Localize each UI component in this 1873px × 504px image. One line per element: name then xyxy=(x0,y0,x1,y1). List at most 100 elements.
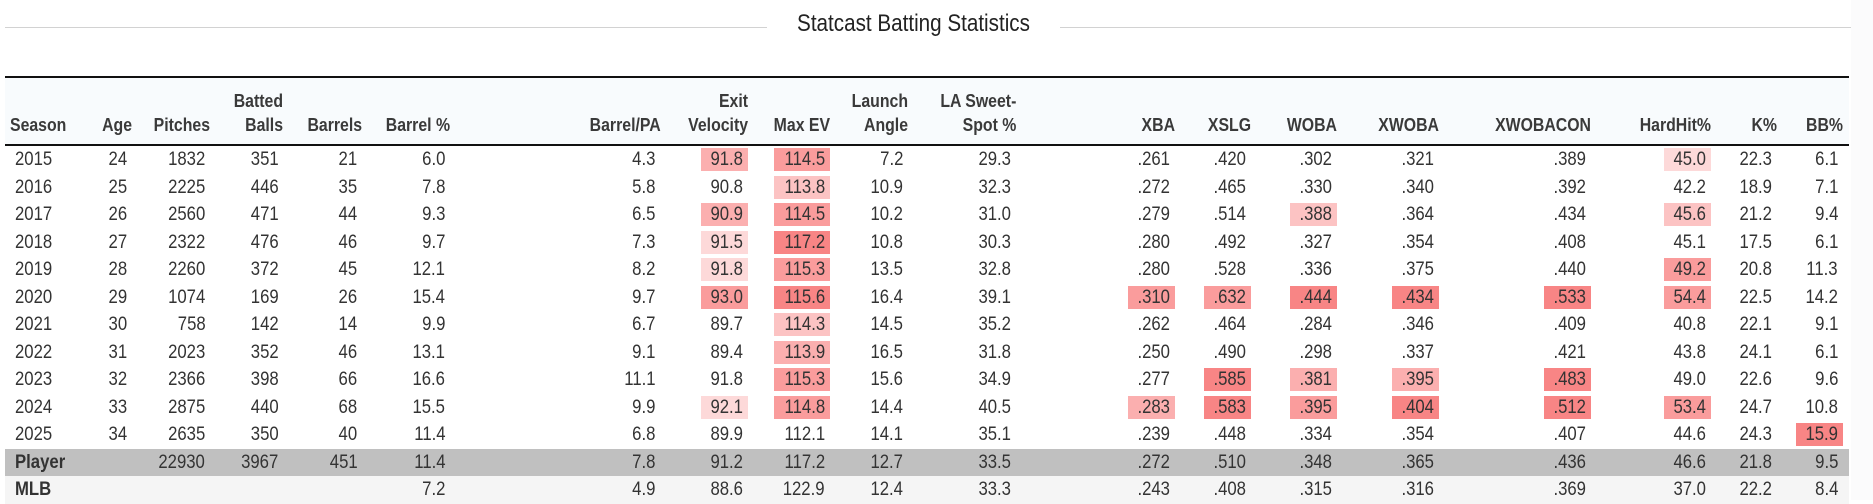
column-header-exit-velocity[interactable]: Exit Velocity xyxy=(667,77,754,145)
column-header-barrel-pa[interactable]: Barrel/PA xyxy=(456,77,666,145)
cell-woba: .284 xyxy=(1257,311,1343,339)
cell-la-sweet-spot: 32.8 xyxy=(914,256,1022,284)
column-header-la-sweet-spot[interactable]: LA Sweet- Spot % xyxy=(914,77,1022,145)
cell-text: 22.3 xyxy=(1739,149,1772,171)
cell-value: 15.5 xyxy=(403,396,450,419)
table-row: 2021 30 758 142 14 9.9 6.7 89.7 114.3 14.5 35.2 .26… xyxy=(5,311,1849,339)
column-header-batted-balls[interactable]: Batted Balls xyxy=(216,77,289,145)
cell-text: 2225 xyxy=(167,176,206,198)
cell-text: 26 xyxy=(108,204,128,226)
cell-value: 8.4 xyxy=(1807,478,1843,501)
cell-value: 22.2 xyxy=(1730,478,1777,501)
cell-value: 24.3 xyxy=(1730,423,1777,446)
cell-value: 2020 xyxy=(10,286,62,309)
column-header-xwobacon[interactable]: XWOBACON xyxy=(1445,77,1596,145)
column-header-hardhit[interactable]: HardHit% xyxy=(1597,77,1717,145)
cell-value: 91.5 xyxy=(700,230,748,254)
cell-xslg: .465 xyxy=(1181,174,1257,202)
header-line-1: LA Sweet- xyxy=(940,91,1017,111)
column-header-launch-angle[interactable]: Launch Angle xyxy=(836,77,914,145)
cell-la-sweet-spot: 29.3 xyxy=(914,145,1022,174)
cell-pitches: 22930 xyxy=(138,449,216,477)
column-header-pitches[interactable]: Pitches xyxy=(138,77,216,145)
cell-value: 12.7 xyxy=(861,451,908,474)
cell-text: 114.3 xyxy=(784,314,825,336)
column-header-label: Launch Angle xyxy=(852,89,908,137)
cell-value: 8.2 xyxy=(624,258,660,281)
cell-xwobacon: .392 xyxy=(1445,174,1596,202)
column-header-max-ev[interactable]: Max EV xyxy=(754,77,836,145)
column-header-barrel-pct[interactable]: Barrel % xyxy=(368,77,456,145)
column-header-label: Barrel % xyxy=(386,89,450,137)
cell-text: 35.1 xyxy=(978,424,1012,446)
cell-woba: .334 xyxy=(1257,421,1343,449)
cell-text: 2021 xyxy=(15,314,53,336)
cell-age: 25 xyxy=(83,174,138,202)
header-line-1 xyxy=(10,89,66,113)
cell-la-sweet-spot: 40.5 xyxy=(914,394,1022,422)
cell-woba: .395 xyxy=(1257,394,1343,422)
cell-xwobacon: .436 xyxy=(1445,449,1596,477)
cell-age: 30 xyxy=(83,311,138,339)
cell-value: 9.3 xyxy=(414,203,450,226)
cell-value: 7.8 xyxy=(624,451,660,474)
column-header-xwoba[interactable]: XWOBA xyxy=(1343,77,1445,145)
column-header-xba[interactable]: XBA xyxy=(1022,77,1181,145)
cell-text: 2560 xyxy=(167,204,206,226)
cell-season: 2022 xyxy=(5,339,83,367)
header-line-1 xyxy=(1806,89,1843,113)
cell-value: 3967 xyxy=(231,451,283,474)
cell-text: 9.4 xyxy=(1814,204,1838,226)
cell-text: 2023 xyxy=(15,369,53,391)
cell-text: .272 xyxy=(1137,176,1171,198)
cell-value: 113.9 xyxy=(773,340,830,364)
cell-text: 9.5 xyxy=(1814,451,1838,473)
cell-value: 15.6 xyxy=(861,368,908,391)
cell-xslg: .632 xyxy=(1181,284,1257,312)
cell-text: 89.7 xyxy=(710,314,743,336)
cell-k-pct: 22.1 xyxy=(1717,311,1783,339)
cell-batted-balls: 476 xyxy=(216,229,289,257)
cell-value: 31.8 xyxy=(969,341,1016,364)
cell-value: 20.8 xyxy=(1730,258,1777,281)
cell-value: .316 xyxy=(1392,478,1439,501)
cell-value: 2017 xyxy=(10,203,62,226)
cell-text: 6.1 xyxy=(1814,341,1838,363)
cell-launch-angle: 10.8 xyxy=(836,229,914,257)
cell-xba: .250 xyxy=(1022,339,1181,367)
column-header-barrels[interactable]: Barrels xyxy=(289,77,368,145)
cell-barrel-pa: 9.9 xyxy=(456,394,666,422)
cell-text: 22.5 xyxy=(1739,286,1772,308)
cell-value: 4.9 xyxy=(624,478,660,501)
cell-text: 117.2 xyxy=(784,231,825,253)
cell-barrel-pct: 16.6 xyxy=(368,366,456,394)
cell-xslg: .490 xyxy=(1181,339,1257,367)
cell-xwobacon: .409 xyxy=(1445,311,1596,339)
cell-text: .327 xyxy=(1299,231,1333,253)
column-header-xslg[interactable]: XSLG xyxy=(1181,77,1257,145)
column-header-label: Pitches xyxy=(154,89,210,137)
cell-barrels: 45 xyxy=(289,256,368,284)
cell-text: 114.5 xyxy=(784,149,825,171)
header-line-1 xyxy=(590,89,661,113)
cell-value: 30 xyxy=(101,313,132,336)
column-header-age[interactable]: Age xyxy=(83,77,138,145)
cell-value: .365 xyxy=(1392,451,1439,474)
cell-value: 115.3 xyxy=(773,258,830,282)
column-header-bb-pct[interactable]: BB% xyxy=(1783,77,1849,145)
cell-value: .310 xyxy=(1128,285,1176,309)
cell-max-ev: 113.8 xyxy=(754,174,836,202)
cell-xwobacon: .408 xyxy=(1445,229,1596,257)
column-header-season[interactable]: Season xyxy=(5,77,83,145)
column-header-woba[interactable]: WOBA xyxy=(1257,77,1343,145)
cell-text: .302 xyxy=(1299,149,1333,171)
cell-batted-balls: 352 xyxy=(216,339,289,367)
cell-value: 112.1 xyxy=(774,423,830,446)
cell-text: 68 xyxy=(338,396,358,418)
cell-value: 25 xyxy=(101,176,132,199)
cell-pitches: 2260 xyxy=(138,256,216,284)
cell-xba: .280 xyxy=(1022,256,1181,284)
cell-value: 114.5 xyxy=(773,148,830,172)
column-header-k-pct[interactable]: K% xyxy=(1717,77,1783,145)
cell-value: 10.8 xyxy=(861,231,908,254)
